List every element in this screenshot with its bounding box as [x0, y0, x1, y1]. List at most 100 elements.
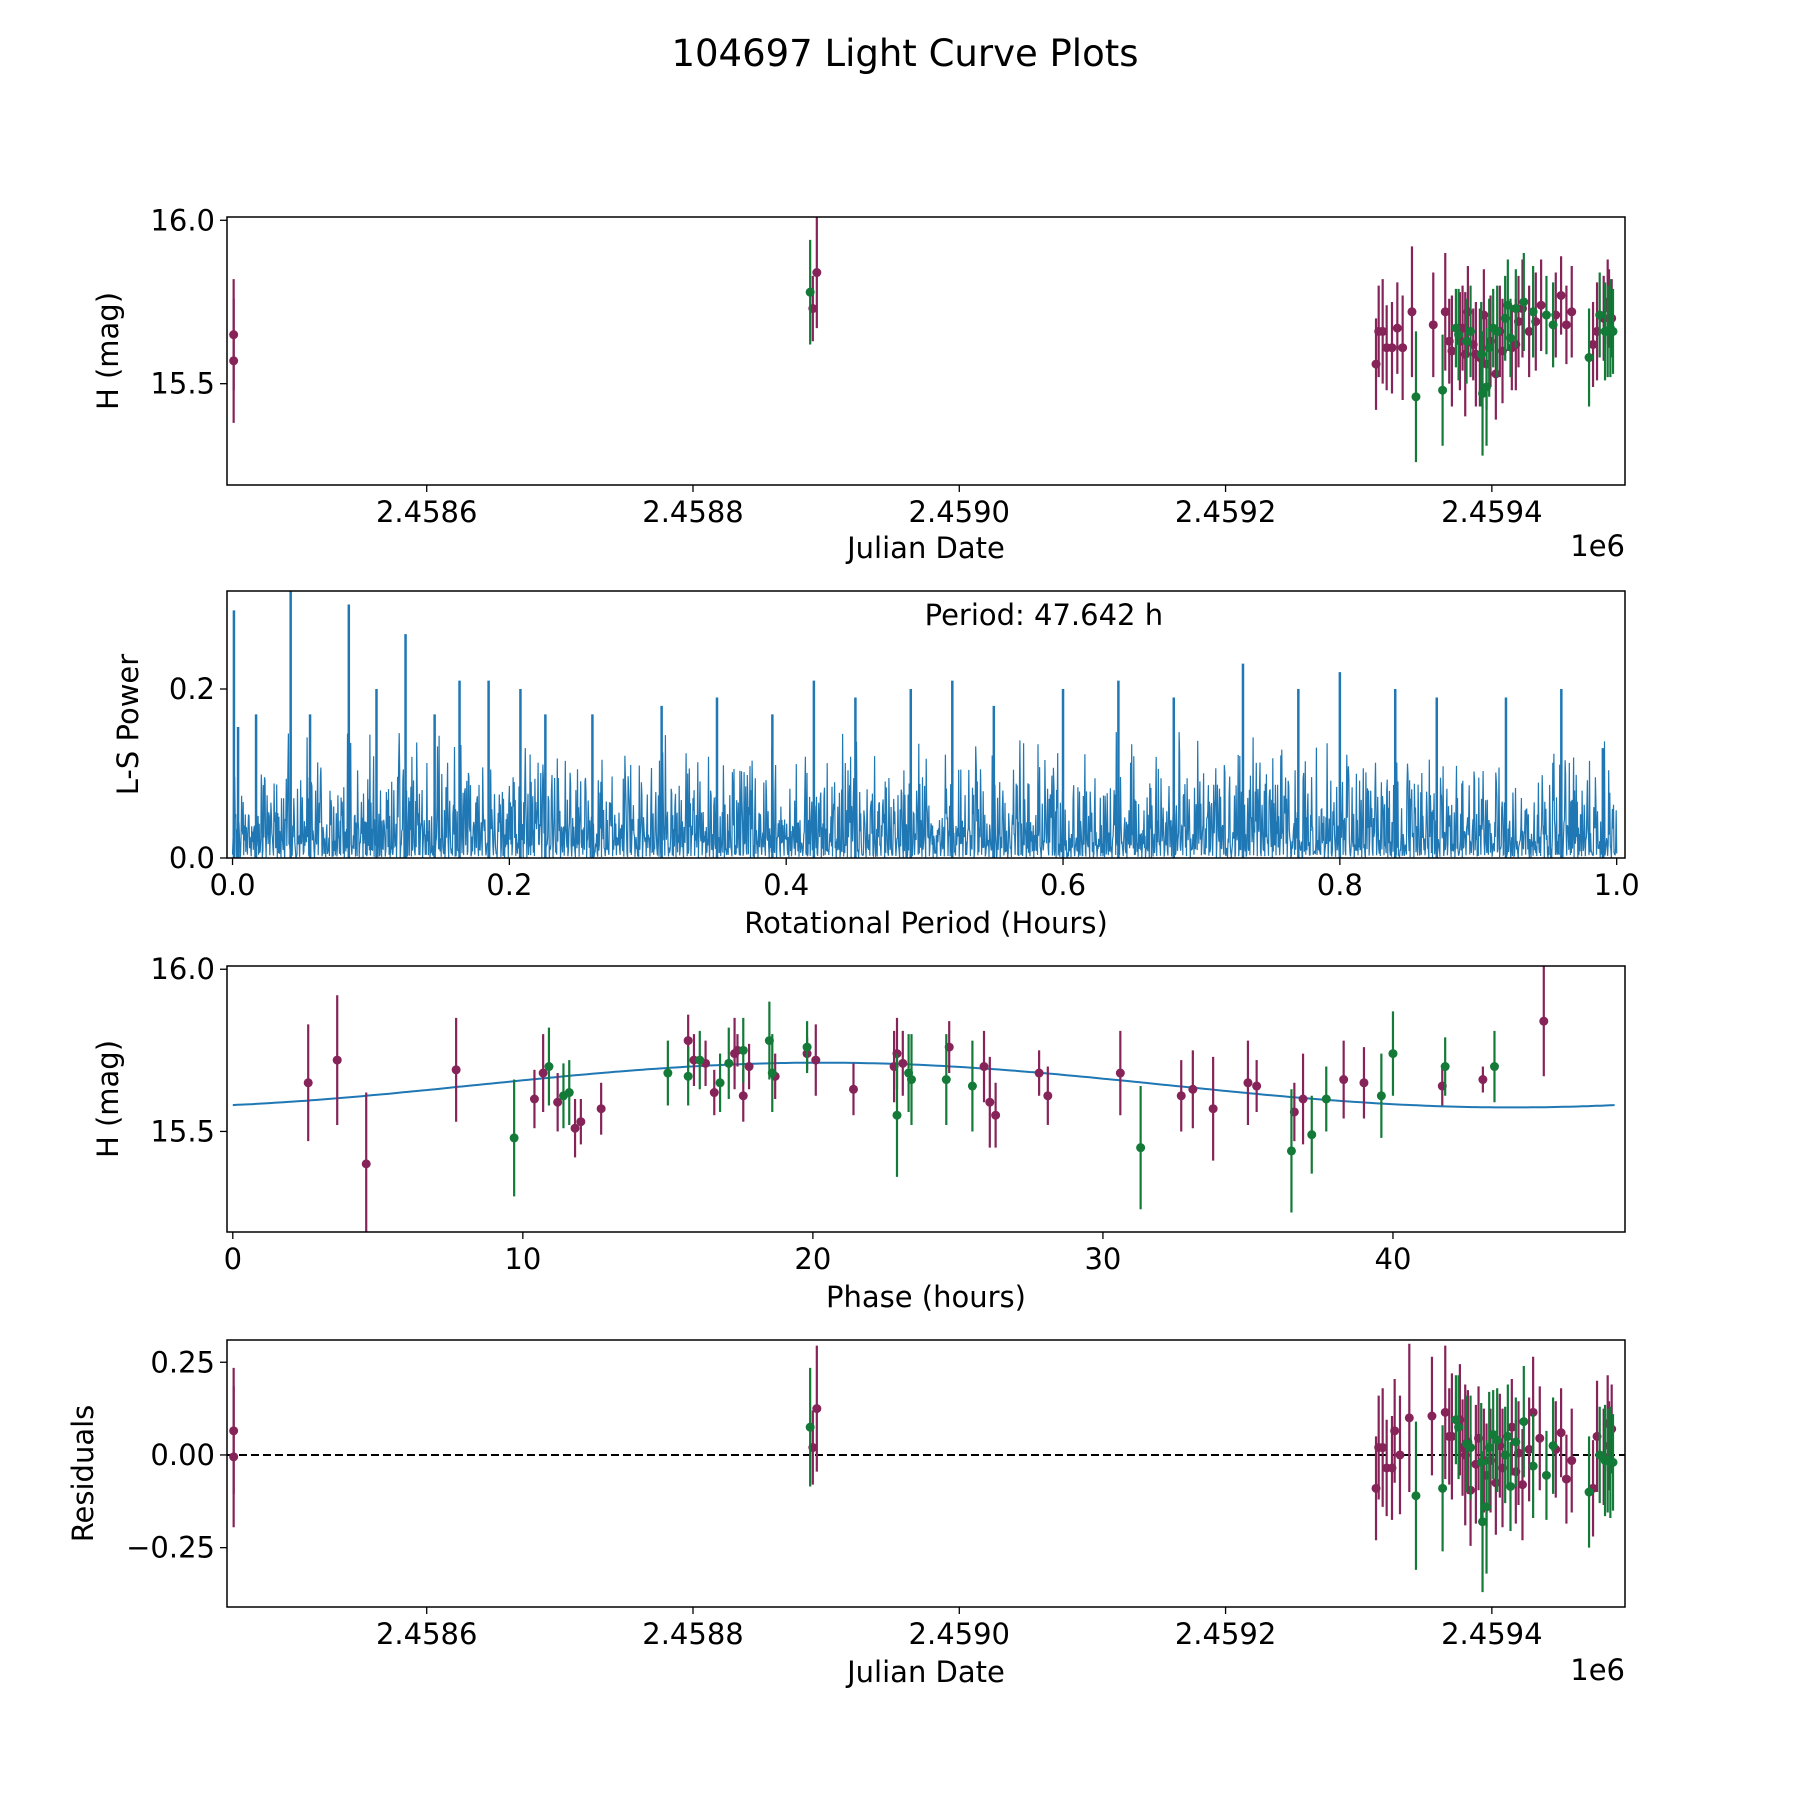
- data-point: [529, 1094, 539, 1104]
- data-point: [1438, 385, 1448, 395]
- x-tick-label: 0.0: [209, 868, 255, 902]
- data-point: [1392, 323, 1402, 333]
- data-point: [738, 1091, 748, 1101]
- data-point: [1243, 1078, 1253, 1088]
- data-point: [683, 1071, 693, 1081]
- data-point: [1484, 1443, 1494, 1453]
- data-point: [1286, 1146, 1296, 1156]
- y-axis-label: L-S Power: [111, 654, 145, 795]
- data-point: [709, 1088, 719, 1098]
- data-point: [985, 1097, 995, 1107]
- data-point: [1476, 349, 1486, 359]
- data-point: [1398, 343, 1408, 353]
- y-tick-label: 16.0: [150, 203, 215, 237]
- data-point: [1043, 1091, 1053, 1101]
- data-point: [1492, 326, 1502, 336]
- data-point: [1359, 1078, 1369, 1088]
- data-point: [738, 1045, 748, 1055]
- data-point: [1440, 307, 1450, 317]
- data-point: [1378, 326, 1388, 336]
- plot-area: [229, 217, 1618, 463]
- data-point: [303, 1078, 313, 1088]
- axes-frame: [226, 216, 1626, 486]
- data-point: [1519, 1417, 1529, 1427]
- x-tick-label: 2.4586: [376, 495, 477, 529]
- data-point: [1427, 1411, 1437, 1421]
- data-point: [1411, 392, 1421, 402]
- x-tick-label: 0: [224, 1242, 242, 1276]
- data-point: [538, 1068, 548, 1078]
- x-axis-label: Phase (hours): [826, 1280, 1026, 1314]
- x-tick-label: 0.2: [486, 868, 532, 902]
- period-annotation: Period: 47.642 h: [925, 598, 1164, 632]
- data-point: [848, 1084, 858, 1094]
- data-point: [1034, 1068, 1044, 1078]
- data-point: [1451, 1415, 1461, 1425]
- x-tick-label: 2.4594: [1441, 495, 1542, 529]
- data-point: [767, 1068, 777, 1078]
- data-point: [553, 1097, 563, 1107]
- data-point: [1595, 1450, 1605, 1460]
- data-point: [544, 1062, 554, 1072]
- y-tick-label: 15.5: [150, 367, 215, 401]
- data-point: [1500, 313, 1510, 323]
- data-point: [764, 1036, 774, 1046]
- data-point: [1524, 326, 1534, 336]
- data-point: [1387, 343, 1397, 353]
- data-point: [805, 1422, 815, 1432]
- data-point: [1208, 1104, 1218, 1114]
- data-point: [1482, 382, 1492, 392]
- data-point: [1460, 349, 1470, 359]
- data-point: [1388, 1049, 1398, 1059]
- figure-title: 104697 Light Curve Plots: [671, 32, 1138, 75]
- data-point: [1466, 326, 1476, 336]
- x-tick-label: 2.4594: [1441, 1617, 1542, 1651]
- x-offset-label: 1e6: [1570, 529, 1625, 563]
- data-point: [898, 1058, 908, 1068]
- data-point: [1404, 1413, 1414, 1423]
- data-point: [1524, 1444, 1534, 1454]
- y-tick-label: −0.25: [126, 1531, 215, 1565]
- data-point: [715, 1078, 725, 1088]
- data-point: [229, 356, 239, 366]
- data-point: [1511, 1437, 1521, 1447]
- data-point: [1447, 1431, 1457, 1441]
- data-point: [941, 1075, 951, 1085]
- data-point: [1440, 1062, 1450, 1072]
- data-point: [1307, 1130, 1317, 1140]
- data-point: [906, 1075, 916, 1085]
- data-point: [1541, 1470, 1551, 1480]
- plot-area: [232, 966, 1615, 1232]
- plot-area: [231, 591, 1618, 858]
- data-point: [805, 287, 815, 297]
- periodogram-line: [231, 732, 1618, 858]
- data-point: [1454, 1422, 1464, 1432]
- data-point: [1588, 339, 1598, 349]
- x-tick-label: 0.4: [763, 868, 809, 902]
- y-tick-label: 0.25: [150, 1345, 215, 1379]
- axes-frame: [226, 965, 1626, 1233]
- data-point: [892, 1110, 902, 1120]
- data-point: [724, 1058, 734, 1068]
- data-point: [1321, 1094, 1331, 1104]
- x-offset-label: 1e6: [1570, 1653, 1625, 1687]
- data-point: [1608, 326, 1618, 336]
- periodogram-panel: Period: 47.642 h 0.0 0.2 0.4 0.6 0.8 1.0 0.0 0.2…: [111, 590, 1640, 940]
- data-point: [1484, 343, 1494, 353]
- data-point: [1438, 1483, 1448, 1493]
- data-point: [1478, 1075, 1488, 1085]
- phase-folded-panel: 0 10 20 30 40 15.5 16.0 Phase (hours) H (mag): [91, 952, 1626, 1314]
- data-point: [1447, 346, 1457, 356]
- y-tick-label: 16.0: [150, 952, 215, 986]
- lightcurve-panel: 2.4586 2.4588 2.4590 2.4592 2.4594 15.5 16.0 Ju…: [91, 203, 1626, 565]
- data-point: [1376, 1091, 1386, 1101]
- data-point: [1503, 1431, 1513, 1441]
- data-point: [1476, 1457, 1486, 1467]
- x-tick-label: 40: [1375, 1242, 1412, 1276]
- x-tick-label: 2.4592: [1175, 1617, 1276, 1651]
- y-tick-label: 0.2: [169, 672, 215, 706]
- data-point: [1561, 320, 1571, 330]
- data-point: [1454, 330, 1464, 340]
- y-tick-label: 15.5: [150, 1114, 215, 1148]
